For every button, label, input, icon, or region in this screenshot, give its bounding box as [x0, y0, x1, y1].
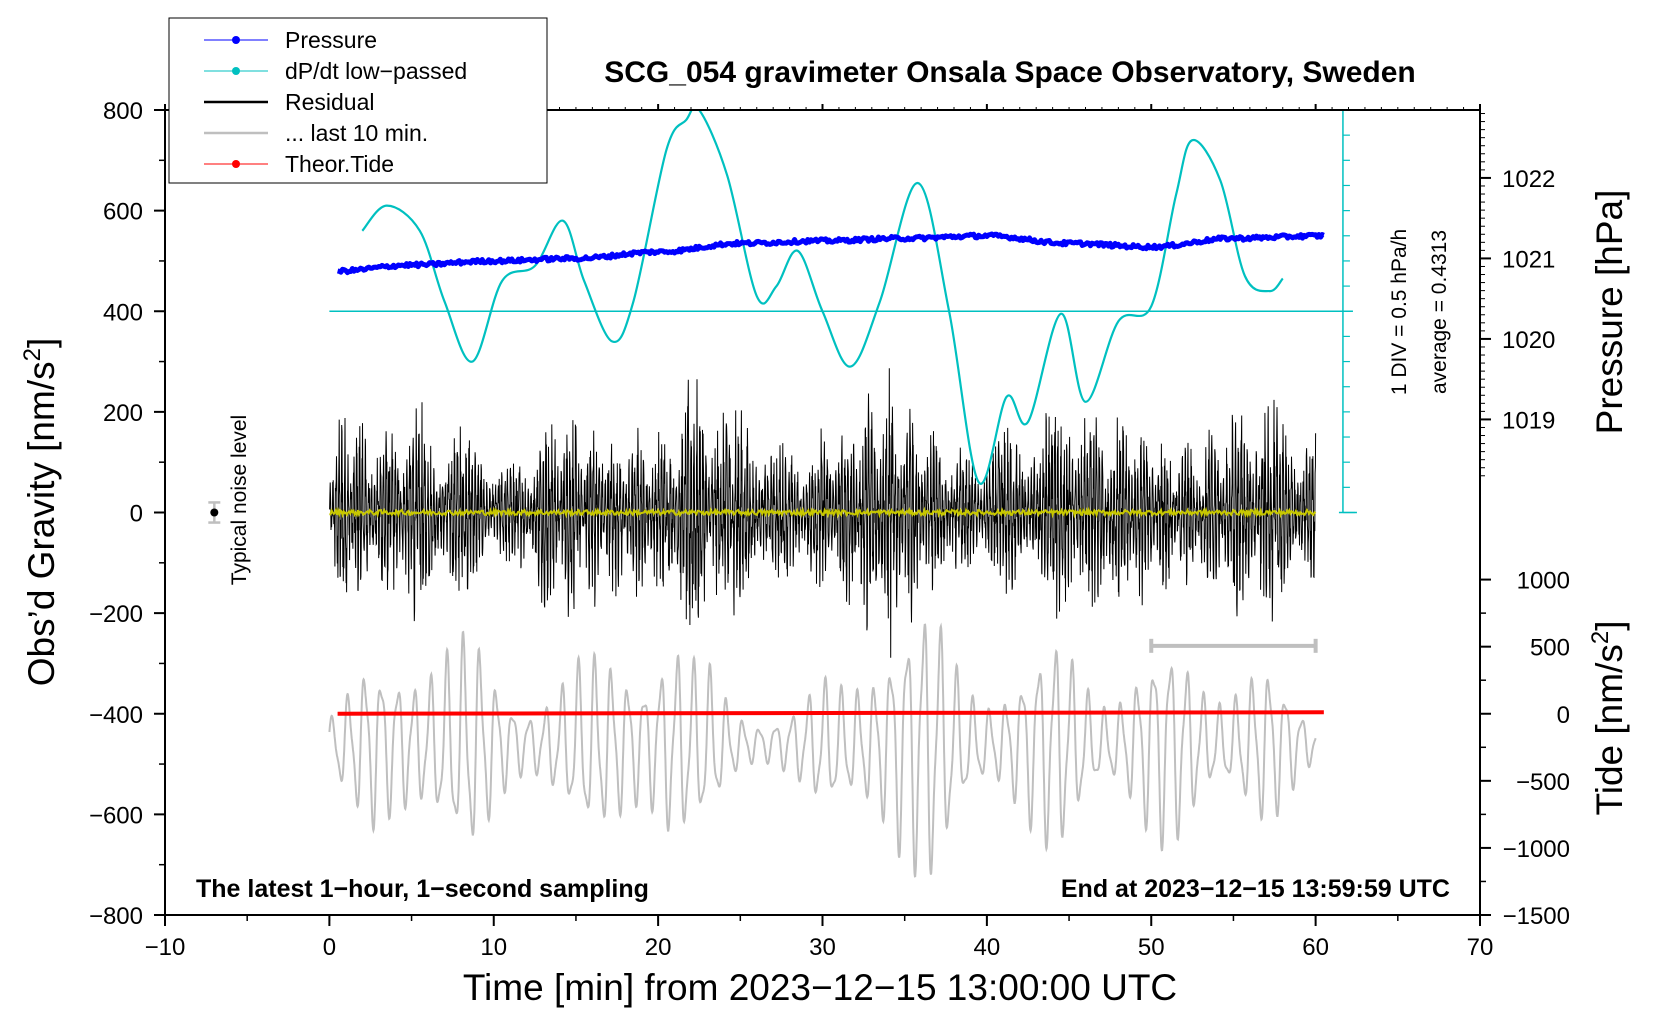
- y-tick-label: 400: [103, 299, 143, 326]
- y-axis-label-pressure: Pressure [hPa]: [1589, 190, 1630, 435]
- x-axis-label: Time [min] from 2023−12−15 13:00:00 UTC: [463, 967, 1177, 1008]
- tide-tick-label: 1000: [1517, 568, 1570, 595]
- y-tick-label: 0: [130, 501, 143, 528]
- y-tick-label: 200: [103, 400, 143, 427]
- sampling-note: The latest 1−hour, 1−second sampling: [196, 875, 649, 903]
- dpdt-div-label: 1 DIV = 0.5 hPa/h: [1388, 229, 1411, 395]
- legend-label: dP/dt low−passed: [285, 58, 467, 84]
- series-residual-smoothed: [329, 506, 1317, 519]
- x-tick-label: 50: [1138, 934, 1165, 961]
- y-tick-label: −400: [89, 702, 143, 729]
- noise-level-label: Typical noise level: [228, 415, 251, 585]
- last-10-min-line: [328, 622, 1317, 878]
- tide-tick-label: −500: [1516, 769, 1570, 796]
- axes: −10 0 10 20 30 40 50 60 708006004002000−200−400−…: [89, 98, 1570, 961]
- x-tick-label: 20: [645, 934, 672, 961]
- dpdt-line: [361, 110, 1284, 485]
- tide-tick-label: −1500: [1503, 903, 1570, 930]
- legend-marker: [232, 160, 240, 168]
- x-tick-label: 60: [1302, 934, 1329, 961]
- x-tick-label: 0: [323, 934, 336, 961]
- series-residual: [329, 368, 1317, 658]
- x-tick-label: 40: [974, 934, 1001, 961]
- residual-line: [329, 368, 1317, 658]
- residual-smoothed-line: [329, 506, 1317, 519]
- y-axis-label-gravity-text: Obs’d Gravity [nm/s: [21, 361, 62, 686]
- y-tick-label: −200: [89, 601, 143, 628]
- y-axis-label-gravity-end: ]: [21, 338, 62, 348]
- y-axis-label-gravity-sup: 2: [19, 348, 46, 361]
- chart-title: SCG_054 gravimeter Onsala Space Observat…: [604, 56, 1416, 89]
- pressure-line: [336, 231, 1325, 276]
- noise-point: [210, 508, 219, 517]
- legend-label: Theor.Tide: [285, 151, 394, 177]
- y-axis-label-tide: Tide [nm/s2]: [1587, 621, 1630, 816]
- dpdt-scale: [329, 109, 1357, 514]
- series-last-10-min: [328, 622, 1317, 878]
- legend-entries: Pressure dP/dt low−passed Residual ... last…: [204, 27, 467, 177]
- legend: Pressure dP/dt low−passed Residual ... last…: [168, 17, 548, 184]
- theor-tide-line: [337, 710, 1324, 716]
- pressure-tick-label: 1020: [1502, 327, 1555, 354]
- tide-tick-label: 500: [1530, 635, 1570, 662]
- annotations: [208, 501, 1318, 653]
- x-tick-label: 10: [480, 934, 507, 961]
- y-tick-label: −800: [89, 903, 143, 930]
- y-axis-label-tide-text: Tide [nm/s: [1589, 644, 1630, 815]
- x-tick-label: −10: [145, 934, 186, 961]
- pressure-tick-label: 1019: [1502, 407, 1555, 434]
- pressure-tick-label: 1022: [1502, 166, 1555, 193]
- tide-tick-label: 0: [1557, 702, 1570, 729]
- x-tick-label: 70: [1467, 934, 1494, 961]
- y-axis-label-tide-sup: 2: [1587, 631, 1614, 644]
- legend-box: [168, 17, 548, 184]
- tide-tick-label: −1000: [1503, 836, 1570, 863]
- pressure-tick-label: 1021: [1502, 246, 1555, 273]
- dpdt-average-label: average = 0.4313: [1428, 230, 1451, 394]
- series-theor-tide: [337, 710, 1324, 716]
- end-time-note: End at 2023−12−15 13:59:59 UTC: [1061, 875, 1450, 903]
- y-tick-label: −600: [89, 802, 143, 829]
- y-axis-label-gravity: Obs’d Gravity [nm/s2]: [19, 338, 62, 687]
- legend-marker: [232, 36, 240, 44]
- legend-label: Residual: [285, 89, 375, 115]
- x-tick-label: 30: [809, 934, 836, 961]
- y-tick-label: 600: [103, 199, 143, 226]
- series-pressure: [336, 231, 1325, 276]
- y-tick-label: 800: [103, 98, 143, 125]
- legend-label: Pressure: [285, 27, 377, 53]
- y-axis-label-tide-end: ]: [1589, 621, 1630, 631]
- legend-label: ... last 10 min.: [285, 120, 428, 146]
- series-dpdt: [361, 110, 1284, 485]
- legend-marker: [232, 67, 240, 75]
